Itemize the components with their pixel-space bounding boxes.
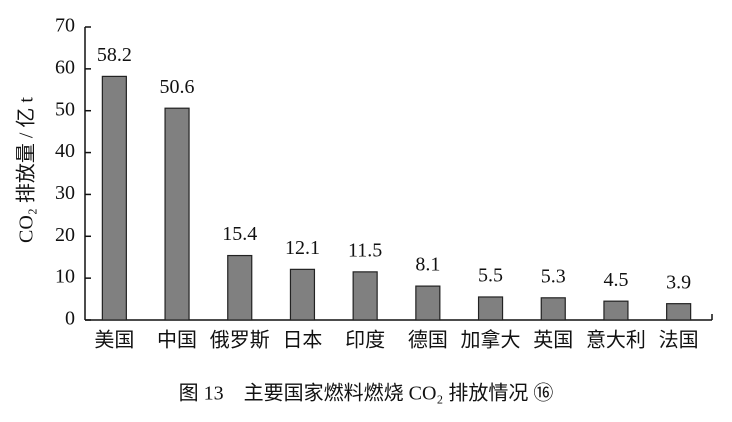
- x-tick-label: 中国: [157, 329, 197, 352]
- x-tick-label: 美国: [94, 329, 134, 352]
- y-tick-label: 10: [55, 266, 75, 288]
- bar: [227, 254, 253, 321]
- y-tick-label: 50: [55, 98, 75, 120]
- data-label: 8.1: [415, 254, 440, 276]
- x-tick-label: 英国: [533, 329, 573, 352]
- bar: [477, 296, 504, 321]
- x-tick-label: 印度: [345, 329, 385, 352]
- y-tick-label: 70: [55, 15, 75, 37]
- bar: [540, 297, 566, 321]
- y-tick-label: 30: [55, 182, 75, 204]
- bar: [666, 303, 692, 321]
- data-label: 50.6: [160, 76, 195, 98]
- x-tick-label: 日本: [282, 329, 322, 352]
- bar: [352, 271, 378, 321]
- y-axis-label: CO₂ 排放量 / 亿 t: [15, 97, 38, 243]
- data-label: 58.2: [97, 44, 132, 66]
- bar: [164, 107, 190, 321]
- x-tick-label: 俄罗斯: [210, 329, 270, 352]
- y-tick-label: 0: [65, 308, 75, 330]
- data-label: 15.4: [222, 223, 257, 245]
- bar: [289, 268, 316, 321]
- y-tick-label: 40: [55, 140, 75, 162]
- x-tick-label: 德国: [408, 329, 448, 352]
- data-label: 4.5: [603, 269, 628, 291]
- bar: [415, 285, 441, 321]
- x-tick-label: 意大利: [586, 329, 646, 352]
- x-tick-label: 加拿大: [461, 328, 521, 352]
- bar: [101, 75, 127, 321]
- chart-title: 图 13 主要国家燃料燃烧 CO₂ 排放情况 ⑯: [179, 382, 554, 405]
- data-label: 3.9: [666, 271, 691, 293]
- data-label: 5.5: [478, 265, 503, 287]
- y-tick-label: 20: [55, 224, 75, 246]
- bar: [603, 300, 629, 321]
- data-label: 11.5: [348, 239, 382, 261]
- data-label: 5.3: [541, 265, 566, 287]
- x-tick-label: 法国: [659, 329, 699, 352]
- y-tick-label: 60: [55, 56, 75, 78]
- data-label: 12.1: [285, 237, 320, 259]
